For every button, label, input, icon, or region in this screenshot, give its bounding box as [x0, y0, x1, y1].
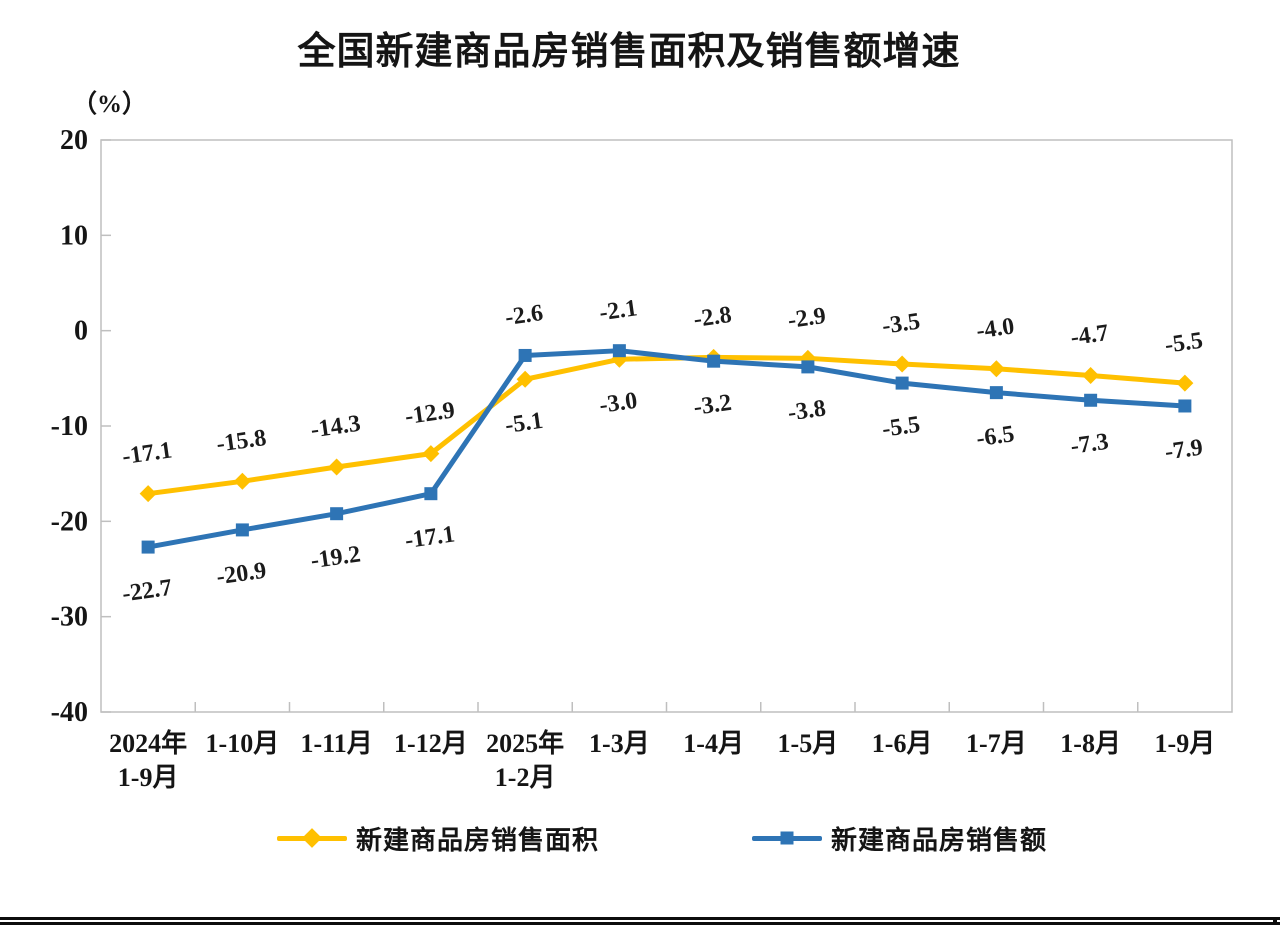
x-axis-category-label: 1-12月: [394, 729, 468, 758]
square-marker-icon: [141, 540, 155, 554]
diamond-marker-icon: [516, 370, 534, 388]
y-axis-tick-label: 0: [74, 316, 88, 347]
data-point-label: -4.0: [975, 313, 1016, 344]
y-axis-unit-label: （%）: [72, 91, 148, 118]
square-marker-icon: [707, 354, 721, 368]
diamond-marker-icon: [1082, 366, 1100, 384]
x-axis-category-label: 2025年: [486, 728, 564, 758]
x-axis-category-label: 2024年: [109, 728, 187, 758]
data-point-label: -2.9: [786, 303, 827, 334]
legend-label-sales-value: 新建商品房销售额: [831, 825, 1048, 855]
legend-label-sales-area: 新建商品房销售面积: [356, 825, 600, 855]
x-axis-category-label: 1-6月: [872, 729, 933, 758]
data-point-label: -14.3: [309, 411, 362, 444]
data-point-label: -17.1: [121, 437, 174, 470]
x-axis-category-label: 1-4月: [683, 729, 744, 758]
data-point-label: -7.9: [1163, 435, 1204, 466]
legend-line-sample: [277, 828, 347, 848]
diamond-marker-icon: [328, 458, 346, 476]
data-point-label: -3.2: [692, 390, 733, 421]
square-marker-icon: [1084, 393, 1098, 407]
diamond-marker-icon: [1176, 374, 1194, 392]
data-point-label: -2.6: [504, 300, 545, 331]
y-axis-tick-label: -20: [51, 506, 88, 537]
x-axis-category-label: 1-10月: [206, 729, 280, 758]
data-point-label: -5.5: [881, 412, 922, 443]
data-point-label: -3.5: [881, 309, 922, 340]
bottom-divider-line-bottom: [0, 921, 1280, 925]
diamond-marker-icon: [302, 828, 322, 848]
square-marker-icon: [330, 507, 344, 521]
x-axis-category-label: 1-3月: [589, 729, 650, 758]
x-axis-category-label: 1-2月: [495, 763, 556, 792]
data-point-label: -5.1: [504, 408, 545, 439]
chart-title: 全国新建商品房销售面积及销售额增速: [297, 31, 961, 73]
y-axis-tick-label: -40: [51, 697, 88, 728]
sales-growth-line-chart: 20 10 0 -10 -20 -30 -40 2024年 1-9月 1-10月 1-11月 1-12…: [51, 125, 1233, 792]
data-point-label: -12.9: [403, 397, 456, 430]
square-marker-icon: [895, 376, 909, 390]
series-line-0: [145, 354, 1188, 497]
y-axis-tick-label: -30: [51, 602, 88, 633]
legend-line-sample: [752, 831, 822, 845]
x-axis-category-label: 1-5月: [778, 729, 839, 758]
square-marker-icon: [780, 831, 794, 845]
square-marker-icon: [801, 360, 815, 374]
diamond-marker-icon: [139, 485, 157, 503]
data-point-label: -17.1: [403, 521, 456, 554]
data-point-label: -7.3: [1069, 429, 1110, 460]
square-marker-icon: [424, 487, 438, 501]
bottom-divider-line-top: [0, 917, 1280, 920]
series-line-1: [145, 348, 1188, 550]
data-point-label: -3.0: [598, 388, 639, 419]
square-marker-icon: [1178, 399, 1192, 413]
data-point-label: -5.5: [1163, 328, 1204, 359]
x-axis-category-label: 1-9月: [1155, 729, 1216, 758]
y-axis-tick-label: 20: [60, 125, 88, 156]
data-point-label: -19.2: [309, 541, 362, 574]
data-point-label: -3.8: [786, 395, 827, 426]
x-axis-category-label: 1-8月: [1060, 729, 1121, 758]
x-axis-category-label: 1-7月: [966, 729, 1027, 758]
x-axis-category-label: 1-11月: [301, 729, 373, 758]
data-point-label: -20.9: [215, 558, 268, 591]
y-axis-tick-label: 10: [60, 220, 88, 251]
square-marker-icon: [518, 348, 532, 362]
data-point-label: -4.7: [1069, 320, 1110, 351]
y-axis-tick-label: -10: [51, 411, 88, 442]
x-axis-category-label: 1-9月: [118, 763, 179, 792]
diamond-marker-icon: [987, 360, 1005, 378]
diamond-marker-icon: [893, 355, 911, 373]
plot-area-border: [100, 139, 1233, 713]
bottom-divider-corner: [1273, 917, 1277, 925]
data-point-label: -22.7: [121, 575, 174, 608]
square-marker-icon: [235, 523, 249, 537]
data-point-label: -15.8: [215, 425, 268, 458]
data-point-label: -2.8: [692, 302, 733, 333]
square-marker-icon: [612, 344, 626, 358]
diamond-marker-icon: [422, 445, 440, 463]
square-marker-icon: [989, 386, 1003, 400]
data-point-label: -2.1: [598, 295, 639, 326]
data-point-label: -6.5: [975, 421, 1016, 452]
diamond-marker-icon: [233, 472, 251, 490]
legend-item-sales-area: 新建商品房销售面积: [277, 824, 599, 855]
legend-item-sales-value: 新建商品房销售额: [752, 824, 1047, 855]
